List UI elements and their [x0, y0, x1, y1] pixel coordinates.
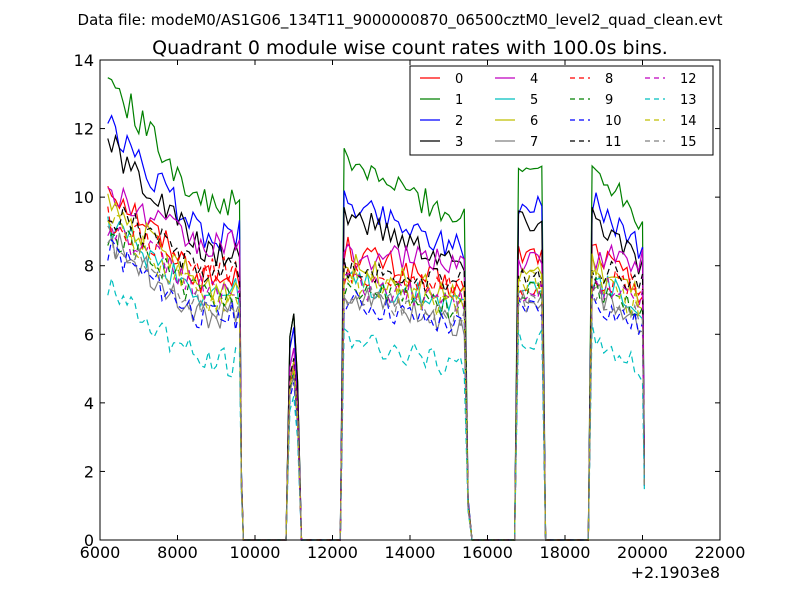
x-tick-label: 12000: [307, 543, 358, 562]
series-layer: [107, 77, 645, 541]
legend-label-8: 8: [605, 72, 613, 87]
legend-label-6: 6: [530, 114, 538, 129]
legend-frame: [409, 65, 714, 156]
legend-label-1: 1: [455, 93, 463, 108]
x-tick-label: 14000: [385, 543, 436, 562]
legend-label-13: 13: [680, 93, 697, 108]
data-file-title: Data file: modeM0/AS1G06_134T11_90000008…: [78, 11, 723, 30]
series-line-10: [107, 238, 645, 541]
series-line-6: [107, 193, 645, 541]
y-tick-label: 2: [84, 462, 94, 481]
x-tick-label: 16000: [462, 543, 513, 562]
chart-title: Quadrant 0 module wise count rates with …: [152, 37, 668, 59]
legend-label-4: 4: [530, 72, 538, 87]
legend-label-15: 15: [680, 135, 697, 150]
x-axis-offset-label: +2.1903e8: [631, 563, 720, 582]
legend-label-3: 3: [455, 135, 463, 150]
y-tick-label: 8: [84, 257, 94, 276]
legend-label-14: 14: [680, 114, 697, 129]
x-tick-label: 10000: [230, 543, 281, 562]
series-line-14: [107, 214, 645, 541]
legend-label-5: 5: [530, 93, 538, 108]
y-tick-label: 0: [84, 531, 94, 550]
x-tick-label: 18000: [540, 543, 591, 562]
legend-label-2: 2: [455, 114, 463, 129]
legend-label-7: 7: [530, 135, 538, 150]
legend-label-9: 9: [605, 93, 613, 108]
series-line-8: [107, 206, 645, 541]
y-tick-label: 10: [74, 188, 94, 207]
series-line-15: [107, 236, 645, 541]
y-tick-label: 6: [84, 325, 94, 344]
y-tick-label: 4: [84, 394, 94, 413]
legend-label-12: 12: [680, 72, 697, 87]
series-line-2: [107, 114, 645, 541]
series-line-11: [107, 203, 645, 541]
x-tick-label: 22000: [695, 543, 746, 562]
y-tick-label: 12: [74, 120, 94, 139]
x-tick-label: 8000: [157, 543, 198, 562]
x-axis: 6000 8000 10000 12000 14000 16000 18000 20000 22…: [80, 60, 746, 562]
legend-label-0: 0: [455, 72, 463, 87]
y-tick-label: 14: [74, 51, 94, 70]
series-line-13: [107, 278, 645, 541]
legend-label-11: 11: [605, 135, 622, 150]
series-line-9: [107, 227, 645, 541]
x-tick-label: 20000: [617, 543, 668, 562]
legend-label-10: 10: [605, 114, 622, 129]
x-tick-label: 6000: [80, 543, 121, 562]
